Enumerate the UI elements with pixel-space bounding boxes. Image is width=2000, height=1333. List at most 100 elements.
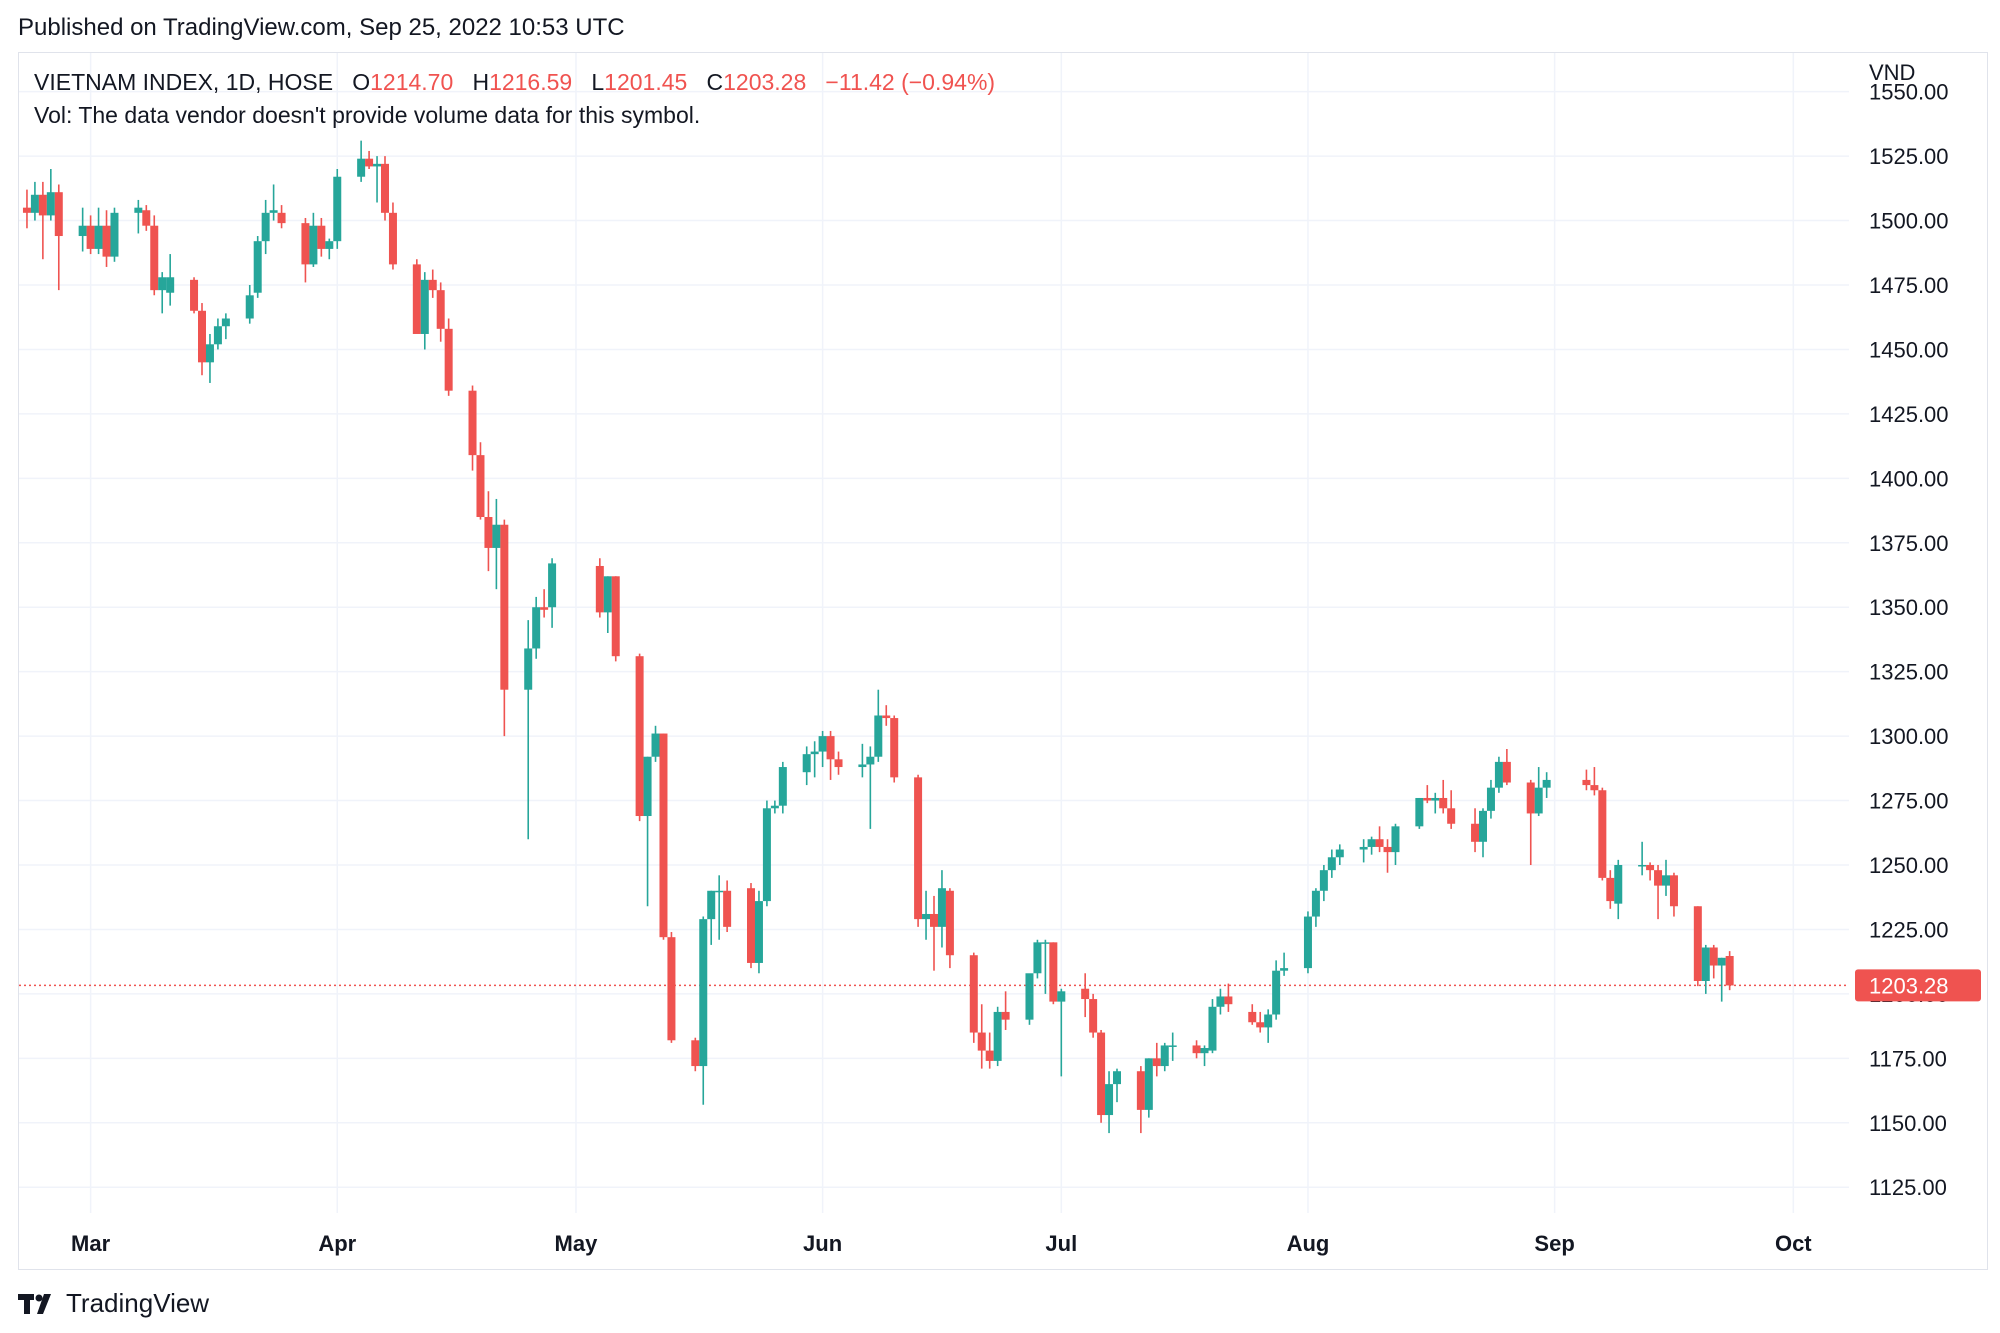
candle-body [985,1050,994,1061]
candle-body [1542,779,1551,788]
candle-body [603,576,612,613]
candle [977,1004,986,1069]
close-label: C [706,69,724,95]
last-price-value: 1203.28 [1869,973,1949,998]
time-tick-label: Jun [803,1231,842,1256]
candle [945,888,954,969]
candle-body [381,163,389,213]
candle [142,205,151,231]
candle-body [1638,865,1647,867]
candle [1693,906,1702,987]
candle-body [1359,846,1368,850]
candle [317,217,326,257]
candle [22,189,31,229]
candle [1646,862,1655,881]
candle-body [500,524,509,690]
candle [444,318,453,396]
candle-body [1479,810,1487,842]
candle [1654,865,1663,920]
candle [1415,797,1424,829]
candle [38,181,47,260]
candle-body [253,241,262,293]
candle [890,715,899,783]
candle [1168,1032,1177,1061]
candle-body [373,163,382,167]
candle [659,733,668,940]
candle [723,880,732,933]
candle-body [444,328,453,391]
candle [1383,839,1392,873]
price-axis: 1125.001150.001175.001200.001225.001250.… [1869,80,1949,1201]
chart-frame[interactable]: VND 1125.001150.001175.001200.001225.001… [18,52,1988,1270]
candle [603,576,612,633]
candle [1216,988,1225,1015]
price-tick-label: 1250.00 [1869,853,1949,878]
candle-body [1192,1045,1201,1054]
candle-body [1582,779,1591,786]
price-tick-label: 1550.00 [1869,80,1949,105]
grid-lines [19,53,1849,1213]
last-price-badge: 1203.28 [1855,969,1981,1002]
ohlc-row: VIETNAM INDEX, 1D, HOSE O1214.70 H1216.5… [34,66,995,99]
candle-body [937,888,946,927]
candle-body [1383,846,1392,853]
candle [500,519,509,737]
candle [802,746,811,786]
candle-body [858,764,867,768]
candle [1598,787,1607,881]
candle [1725,951,1734,991]
candle-body [1001,1011,1010,1020]
candle-body [309,225,318,265]
volume-note: Vol: The data vendor doesn't provide vol… [34,102,701,128]
change-value: −11.42 (−0.94%) [825,69,996,95]
candle-body [770,805,779,809]
candle-body [142,210,151,226]
candle [834,751,843,775]
candle-body [945,890,954,956]
price-tick-label: 1525.00 [1869,144,1949,169]
price-tick-label: 1125.00 [1869,1175,1947,1200]
candle [1367,836,1376,855]
candle [1319,865,1328,902]
candle-body [158,277,167,291]
candle-body [802,754,811,773]
candle-body [22,207,31,213]
candle [1311,888,1320,927]
candle-body [1717,957,1726,966]
price-tick-label: 1500.00 [1869,209,1949,234]
candle [205,333,214,383]
candle-body [1534,787,1543,814]
candle [1200,1045,1209,1067]
candle-body [540,607,549,610]
candle [1041,939,1050,994]
candle-body [1431,797,1440,801]
candle-body [922,913,931,920]
candle [699,916,708,1105]
brand-name[interactable]: TradingView [66,1288,210,1318]
candle [1502,749,1511,786]
candle [1447,790,1456,829]
candle-body [1486,787,1495,811]
candle [969,952,978,1043]
candle [1224,983,1233,1012]
candlestick-chart[interactable]: VND 1125.001150.001175.001200.001225.001… [19,53,1989,1271]
candle [548,558,557,628]
candle-body [333,176,342,242]
candle-body [611,576,620,657]
candle-body [890,718,899,778]
candle [1272,960,1281,1020]
candle-body [691,1040,700,1067]
candle [1057,988,1066,1077]
candle [1160,1042,1169,1072]
candle-body [1375,839,1384,847]
candle [325,238,334,260]
tradingview-logo-icon[interactable] [18,1292,58,1316]
candle-body [357,158,366,177]
candle-body [205,344,214,363]
time-tick-label: Mar [71,1231,111,1256]
candle [1534,767,1543,817]
candle [667,932,676,1043]
time-tick-label: Jul [1045,1231,1077,1256]
candle [1391,823,1400,865]
candle-body [484,517,493,548]
